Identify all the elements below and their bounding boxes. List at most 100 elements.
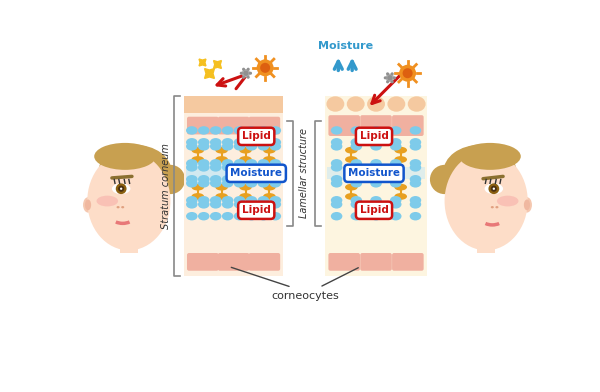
Ellipse shape (370, 179, 382, 187)
Ellipse shape (246, 138, 257, 147)
Ellipse shape (249, 72, 252, 75)
Ellipse shape (222, 138, 233, 147)
Ellipse shape (367, 96, 385, 112)
Ellipse shape (234, 163, 245, 172)
Ellipse shape (386, 80, 389, 83)
Ellipse shape (496, 206, 499, 209)
Ellipse shape (186, 142, 197, 151)
Ellipse shape (331, 126, 343, 135)
Ellipse shape (370, 126, 382, 135)
Ellipse shape (210, 212, 221, 220)
Text: Moisture: Moisture (317, 41, 373, 51)
Ellipse shape (222, 179, 233, 187)
Ellipse shape (210, 196, 221, 205)
Ellipse shape (410, 138, 421, 147)
Ellipse shape (390, 175, 401, 183)
Ellipse shape (347, 96, 365, 112)
Ellipse shape (191, 156, 204, 163)
Ellipse shape (350, 212, 362, 220)
Ellipse shape (234, 142, 245, 151)
Ellipse shape (391, 80, 394, 83)
Ellipse shape (370, 200, 382, 209)
Ellipse shape (408, 96, 425, 112)
FancyBboxPatch shape (392, 115, 424, 136)
Ellipse shape (350, 142, 362, 151)
Ellipse shape (394, 156, 407, 163)
Ellipse shape (112, 183, 130, 194)
Ellipse shape (94, 143, 156, 170)
Ellipse shape (269, 179, 281, 187)
Ellipse shape (263, 156, 276, 163)
Ellipse shape (210, 179, 221, 187)
Ellipse shape (345, 147, 358, 154)
FancyBboxPatch shape (248, 117, 280, 134)
FancyBboxPatch shape (248, 253, 280, 271)
Ellipse shape (269, 159, 281, 167)
Ellipse shape (370, 212, 382, 220)
Ellipse shape (210, 126, 221, 135)
Ellipse shape (390, 142, 401, 151)
Ellipse shape (116, 183, 127, 194)
FancyBboxPatch shape (187, 253, 218, 271)
Ellipse shape (410, 126, 421, 135)
Ellipse shape (269, 126, 281, 135)
Text: Lipid: Lipid (359, 131, 388, 142)
Ellipse shape (491, 206, 494, 209)
Ellipse shape (246, 179, 257, 187)
Ellipse shape (391, 72, 394, 75)
Ellipse shape (410, 175, 421, 183)
Ellipse shape (370, 159, 382, 167)
Ellipse shape (524, 200, 530, 210)
Ellipse shape (263, 147, 276, 154)
Ellipse shape (247, 76, 250, 79)
Ellipse shape (215, 193, 228, 200)
Ellipse shape (234, 196, 245, 205)
Ellipse shape (386, 74, 394, 82)
Ellipse shape (222, 175, 233, 183)
Ellipse shape (269, 200, 281, 209)
Ellipse shape (198, 200, 209, 209)
Ellipse shape (370, 196, 382, 205)
Text: corneocytes: corneocytes (272, 291, 340, 301)
Ellipse shape (331, 163, 343, 172)
Ellipse shape (215, 184, 228, 191)
Ellipse shape (390, 163, 401, 172)
Ellipse shape (191, 184, 204, 191)
Text: Lipid: Lipid (359, 205, 388, 215)
Ellipse shape (263, 184, 276, 191)
Ellipse shape (186, 212, 197, 220)
Ellipse shape (370, 163, 382, 172)
Ellipse shape (257, 159, 269, 167)
Ellipse shape (522, 197, 532, 212)
Ellipse shape (394, 184, 407, 191)
Ellipse shape (331, 200, 343, 209)
Ellipse shape (246, 212, 257, 220)
Ellipse shape (345, 184, 358, 191)
Ellipse shape (430, 165, 459, 194)
Ellipse shape (384, 76, 387, 80)
Ellipse shape (370, 175, 382, 183)
Ellipse shape (350, 200, 362, 209)
Ellipse shape (390, 138, 401, 147)
Ellipse shape (260, 63, 270, 73)
Ellipse shape (186, 175, 197, 183)
Ellipse shape (386, 72, 389, 75)
Ellipse shape (331, 196, 343, 205)
Text: Moisture: Moisture (230, 168, 282, 178)
Ellipse shape (410, 200, 421, 209)
FancyBboxPatch shape (360, 115, 392, 136)
Text: Lamellar structure: Lamellar structure (299, 128, 309, 218)
FancyBboxPatch shape (392, 253, 424, 271)
Ellipse shape (493, 187, 495, 190)
Ellipse shape (234, 212, 245, 220)
Ellipse shape (116, 206, 119, 209)
Ellipse shape (390, 179, 401, 187)
Ellipse shape (257, 175, 269, 183)
Ellipse shape (394, 193, 407, 200)
Ellipse shape (345, 156, 358, 163)
Ellipse shape (246, 196, 257, 205)
Ellipse shape (186, 163, 197, 172)
Ellipse shape (239, 156, 252, 163)
Ellipse shape (269, 138, 281, 147)
Ellipse shape (393, 76, 396, 80)
